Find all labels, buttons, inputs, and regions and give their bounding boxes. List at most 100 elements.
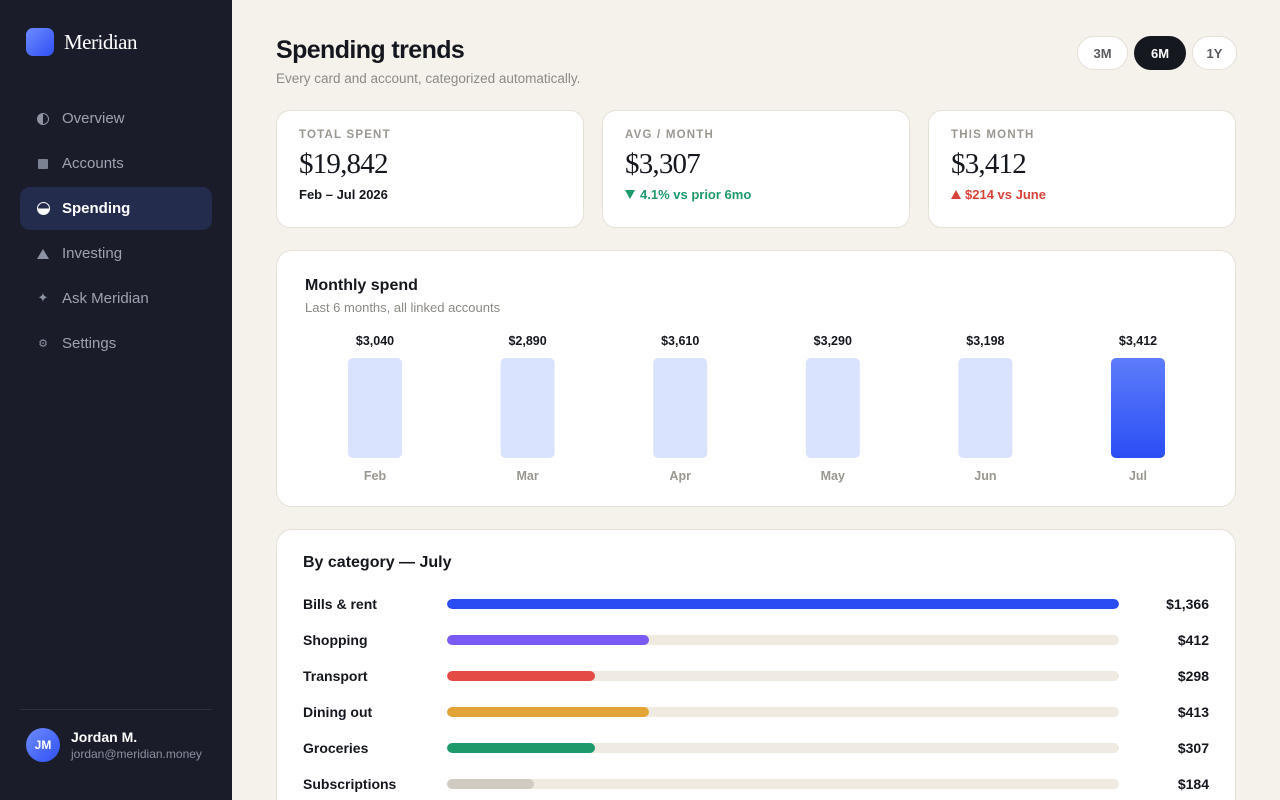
sidebar-item-label: Accounts — [62, 155, 124, 172]
x-tick-label: Jul — [1129, 469, 1147, 483]
sidebar-item-ask-meridian[interactable]: ✦ Ask Meridian — [20, 277, 212, 320]
overview-icon — [36, 112, 50, 126]
x-tick-label: Jun — [974, 469, 996, 483]
category-bar-track — [447, 743, 1119, 753]
category-title: By category — July — [303, 554, 452, 571]
investing-icon — [36, 247, 50, 261]
brand-logo[interactable]: Meridian — [26, 28, 137, 56]
category-amount: $412 — [1177, 632, 1209, 648]
category-name: Groceries — [303, 740, 369, 756]
sidebar-item-overview[interactable]: Overview — [20, 97, 212, 140]
category-amount: $413 — [1177, 704, 1209, 720]
user-name: Jordan M. — [71, 729, 138, 745]
bar-apr[interactable] — [653, 358, 708, 458]
category-name: Bills & rent — [303, 596, 377, 612]
stat-label: TOTAL SPENT — [299, 129, 391, 141]
avatar: JM — [26, 728, 60, 762]
bar-jul[interactable] — [1111, 358, 1165, 458]
page-title: Spending trends — [276, 36, 465, 64]
category-amount: $307 — [1177, 740, 1209, 756]
category-name: Dining out — [303, 704, 373, 720]
bar-may[interactable] — [805, 358, 860, 458]
bar-mar[interactable] — [500, 358, 555, 458]
category-row-transport[interactable]: Transport $298 — [303, 666, 1209, 686]
category-bar-track — [447, 599, 1119, 609]
category-bar-track — [447, 779, 1119, 789]
accounts-icon — [36, 157, 50, 171]
sparkle-icon: ✦ — [37, 291, 49, 306]
brand-name: Meridian — [64, 29, 137, 54]
sidebar-item-spending[interactable]: Spending — [20, 187, 212, 230]
sidebar-item-label: Spending — [62, 200, 131, 217]
user-email: jordan@meridian.money — [71, 747, 202, 761]
category-bar-fill — [447, 779, 535, 789]
sidebar-item-label: Overview — [62, 110, 125, 127]
bar-jun[interactable] — [958, 358, 1013, 458]
sidebar-nav: Overview Accounts Spending Investing ✦ A… — [20, 97, 212, 367]
user-profile[interactable]: JM Jordan M. jordan@meridian.money — [26, 728, 202, 762]
category-amount: $298 — [1177, 668, 1209, 684]
bar-value-label: $3,610 — [661, 334, 699, 348]
stat-note: Feb – Jul 2026 — [299, 187, 388, 202]
x-tick-label: May — [821, 469, 845, 483]
trend-up-icon — [951, 190, 961, 199]
sidebar-item-label: Settings — [62, 335, 117, 352]
category-bar-fill — [447, 635, 649, 645]
category-bar-track — [447, 671, 1119, 681]
category-amount: $184 — [1177, 776, 1209, 792]
stat-value: $3,307 — [625, 148, 701, 180]
category-row-dining-out[interactable]: Dining out $413 — [303, 702, 1209, 722]
category-breakdown-card: By category — July Bills & rent $1,366 Sho… — [276, 529, 1236, 800]
sidebar-item-label: Ask Meridian — [62, 290, 149, 307]
monthly-spend-card: Monthly spend Last 6 months, all linked … — [276, 250, 1236, 507]
stat-note: 4.1% vs prior 6mo — [625, 187, 887, 202]
bar-value-label: $3,040 — [356, 334, 394, 348]
category-bar-fill — [447, 707, 649, 717]
stat-note: $214 vs June — [951, 187, 1213, 202]
range-1y-button[interactable]: 1Y — [1192, 36, 1237, 70]
stat-value: $3,412 — [951, 148, 1027, 180]
category-bar-track — [447, 707, 1119, 717]
bar-value-label: $3,290 — [814, 334, 852, 348]
x-tick-label: Feb — [364, 469, 387, 483]
stat-card-total-spent: TOTAL SPENT $19,842 Feb – Jul 2026 — [276, 110, 584, 228]
stat-value: $19,842 — [299, 148, 388, 180]
sidebar-item-accounts[interactable]: Accounts — [20, 142, 212, 185]
stat-label: AVG / MONTH — [625, 129, 715, 141]
category-name: Shopping — [303, 632, 368, 648]
page-subtitle: Every card and account, categorized auto… — [276, 71, 581, 86]
category-bar-fill — [447, 671, 595, 681]
x-tick-label: Apr — [669, 469, 691, 483]
range-3m-button[interactable]: 3M — [1077, 36, 1128, 70]
gear-icon: ⚙ — [38, 337, 48, 350]
x-tick-label: Mar — [516, 469, 538, 483]
range-selector: 3M 6M 1Y — [1077, 36, 1237, 70]
category-row-groceries[interactable]: Groceries $307 — [303, 738, 1209, 758]
sidebar-item-label: Investing — [62, 245, 123, 262]
stat-label: THIS MONTH — [951, 129, 1035, 141]
category-name: Subscriptions — [303, 776, 397, 792]
bar-value-label: $3,198 — [966, 334, 1004, 348]
category-name: Transport — [303, 668, 368, 684]
sidebar-item-investing[interactable]: Investing — [20, 232, 212, 275]
trend-down-icon — [625, 190, 635, 199]
category-bar-fill — [447, 599, 1119, 609]
category-amount: $1,366 — [1166, 596, 1209, 612]
bar-feb[interactable] — [348, 358, 402, 458]
logo-mark-icon — [26, 28, 54, 56]
sidebar: Meridian Overview Accounts Spending Inve… — [0, 0, 232, 800]
sidebar-item-settings[interactable]: ⚙ Settings — [20, 322, 212, 365]
category-row-subscriptions[interactable]: Subscriptions $184 — [303, 774, 1209, 794]
bar-value-label: $3,412 — [1119, 334, 1157, 348]
category-row-shopping[interactable]: Shopping $412 — [303, 630, 1209, 650]
stat-card-avg-month: AVG / MONTH $3,307 4.1% vs prior 6mo — [602, 110, 910, 228]
divider — [20, 709, 212, 710]
category-row-bills-rent[interactable]: Bills & rent $1,366 — [303, 594, 1209, 614]
spending-icon — [36, 202, 50, 216]
category-bar-track — [447, 635, 1119, 645]
chart-title: Monthly spend — [305, 277, 418, 294]
monthly-bar-chart: $3,040 Feb $2,890 Mar $3,610 Apr $3,290 May $3,1… — [348, 334, 1165, 483]
range-6m-button[interactable]: 6M — [1134, 36, 1186, 70]
stat-card-this-month: THIS MONTH $3,412 $214 vs June — [928, 110, 1236, 228]
category-bar-fill — [447, 743, 595, 753]
